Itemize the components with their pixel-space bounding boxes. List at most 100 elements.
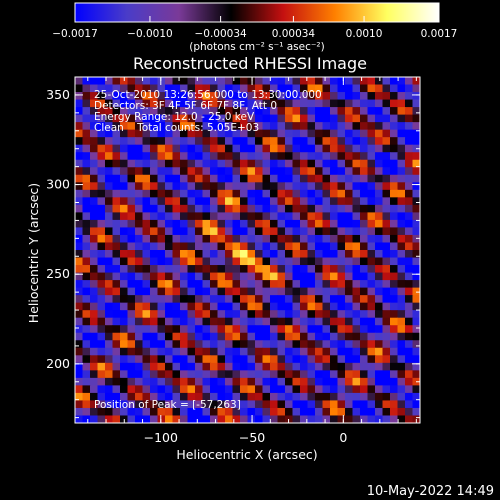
heatmap-cell: [255, 204, 264, 213]
heatmap-cell: [157, 265, 166, 274]
heatmap-cell: [172, 242, 181, 251]
heatmap-cell: [202, 400, 211, 409]
heatmap-cell: [412, 107, 420, 116]
heatmap-cell: [180, 137, 189, 146]
heatmap-cell: [172, 340, 181, 349]
heatmap-cell: [180, 362, 189, 371]
heatmap-cell: [262, 302, 271, 311]
heatmap-cell: [337, 182, 346, 191]
heatmap-cell: [90, 302, 99, 311]
heatmap-cell: [270, 129, 279, 138]
heatmap-cell: [360, 400, 369, 409]
heatmap-cell: [382, 122, 391, 131]
heatmap-cell: [127, 347, 136, 356]
heatmap-cell: [255, 340, 264, 349]
heatmap-cell: [375, 129, 384, 138]
heatmap-cell: [97, 219, 106, 229]
heatmap-cell: [112, 400, 121, 409]
heatmap-cell: [75, 370, 84, 379]
heatmap-cell: [90, 377, 99, 386]
heatmap-cell: [120, 129, 129, 138]
heatmap-cell: [225, 272, 234, 281]
heatmap-cell: [90, 370, 99, 379]
heatmap-cell: [247, 99, 256, 108]
heatmap-cell: [307, 265, 316, 274]
heatmap-cell: [120, 355, 129, 364]
heatmap-cell: [97, 370, 106, 379]
heatmap-cell: [375, 370, 384, 379]
heatmap-cell: [315, 114, 324, 123]
heatmap-cell: [202, 167, 211, 176]
heatmap-cell: [255, 310, 264, 319]
heatmap-cell: [225, 400, 234, 409]
heatmap-cell: [412, 325, 420, 334]
heatmap-cell: [232, 265, 241, 274]
heatmap-cell: [412, 272, 420, 281]
heatmap-cell: [292, 325, 301, 334]
heatmap-cell: [262, 152, 271, 161]
heatmap-cell: [180, 415, 189, 423]
heatmap-cell: [382, 174, 391, 183]
heatmap-cell: [195, 385, 204, 394]
heatmap-cell: [247, 392, 256, 402]
heatmap-cell: [172, 144, 181, 153]
heatmap-cell: [127, 407, 136, 417]
heatmap-cell: [262, 392, 271, 402]
heatmap-cell: [285, 234, 294, 244]
heatmap-cell: [142, 407, 151, 417]
heatmap-cell: [90, 234, 99, 244]
heatmap-cell: [382, 407, 391, 417]
heatmap-cell: [97, 310, 106, 319]
heatmap-cell: [202, 234, 211, 244]
heatmap-cell: [352, 114, 361, 123]
heatmap-cell: [337, 295, 346, 304]
heatmap-cell: [195, 392, 204, 402]
heatmap-cell: [82, 257, 91, 266]
heatmap-cell: [187, 362, 196, 371]
heatmap-cell: [75, 355, 84, 364]
heatmap-cell: [195, 362, 204, 371]
heatmap-cell: [120, 242, 129, 251]
heatmap-cell: [405, 197, 414, 206]
heatmap-cell: [330, 77, 339, 86]
heatmap-cell: [405, 212, 414, 221]
heatmap-cell: [202, 340, 211, 349]
heatmap-cell: [225, 257, 234, 266]
heatmap-cell: [150, 227, 159, 236]
heatmap-cell: [82, 280, 91, 289]
heatmap-cell: [255, 272, 264, 281]
heatmap-cell: [97, 144, 106, 153]
heatmap-cell: [195, 377, 204, 386]
heatmap-cell: [97, 415, 106, 423]
heatmap-cell: [195, 152, 204, 161]
heatmap-cell: [315, 182, 324, 191]
heatmap-cell: [90, 174, 99, 183]
heatmap-cell: [375, 407, 384, 417]
heatmap-cell: [270, 99, 279, 108]
heatmap-cell: [180, 242, 189, 251]
heatmap-cell: [172, 159, 181, 168]
heatmap-cell: [270, 280, 279, 289]
heatmap-cell: [150, 219, 159, 229]
heatmap-cell: [90, 280, 99, 289]
heatmap-cell: [90, 107, 99, 116]
heatmap-cell: [300, 400, 309, 409]
heatmap-cell: [202, 159, 211, 168]
heatmap-cell: [142, 152, 151, 161]
heatmap-cell: [225, 114, 234, 123]
heatmap-cell: [397, 385, 406, 394]
heatmap-cell: [240, 362, 249, 371]
heatmap-cell: [127, 280, 136, 289]
heatmap-cell: [195, 107, 204, 116]
heatmap-cell: [142, 400, 151, 409]
heatmap-cell: [307, 144, 316, 153]
heatmap-cell: [150, 340, 159, 349]
heatmap-cell: [97, 272, 106, 281]
heatmap-cell: [262, 362, 271, 371]
heatmap-cell: [90, 167, 99, 176]
heatmap-cell: [187, 197, 196, 206]
heatmap-cell: [180, 197, 189, 206]
heatmap-cell: [180, 114, 189, 123]
heatmap-cell: [97, 189, 106, 198]
heatmap-cell: [135, 107, 144, 116]
